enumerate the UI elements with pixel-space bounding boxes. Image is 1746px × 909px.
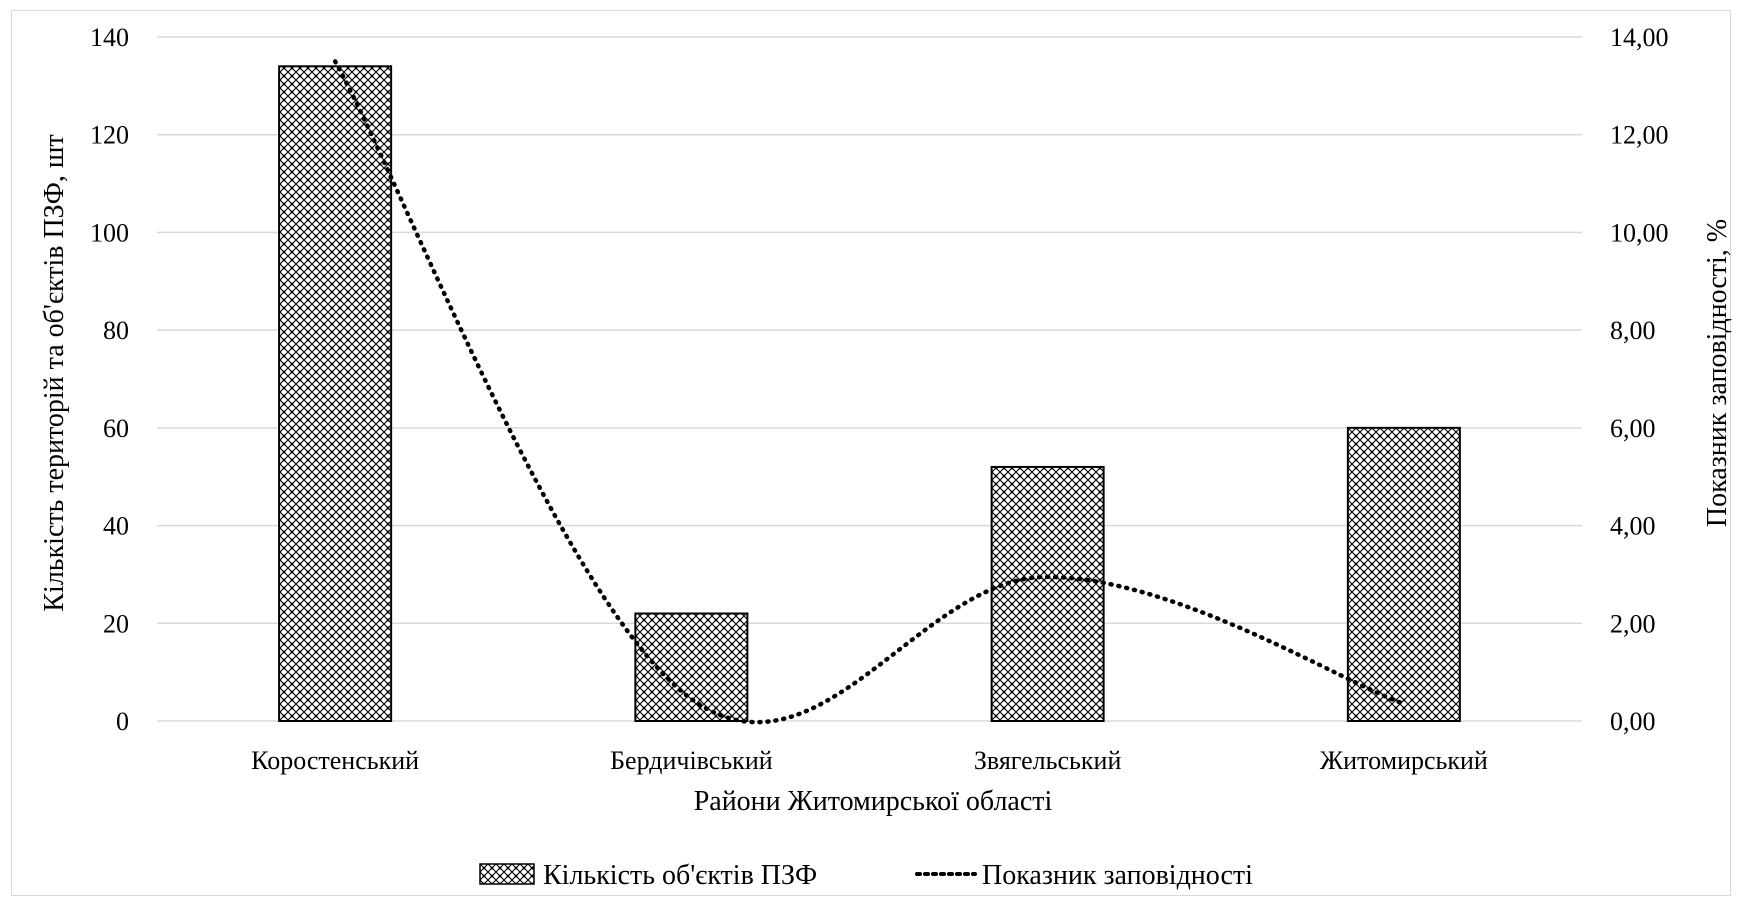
y-tick-label: 20 (103, 609, 129, 638)
y2-tick-label: 12,00 (1610, 121, 1669, 150)
y-tick-label: 120 (90, 121, 129, 150)
legend-bar-label: Кількість об'єктів ПЗФ (543, 860, 817, 891)
y2-tick-label: 6,00 (1610, 414, 1656, 443)
y2-tick-label: 8,00 (1610, 316, 1656, 345)
legend-line-label: Показник заповідності (982, 860, 1253, 891)
y-tick-label: 80 (103, 316, 129, 345)
x-tick-label: Житомирський (1320, 746, 1488, 775)
x-tick-label: Коростенський (251, 746, 419, 775)
y-tick-label: 140 (90, 23, 129, 52)
legend-bar-swatch (480, 864, 534, 884)
y-tick-label: 100 (90, 218, 129, 247)
bar (635, 614, 747, 721)
y2-tick-label: 10,00 (1610, 218, 1669, 247)
legend: Кількість об'єктів ПЗФ Показник заповідн… (480, 860, 1253, 891)
y-tick-label: 0 (116, 707, 129, 736)
y-tick-label: 60 (103, 414, 129, 443)
y2-tick-label: 14,00 (1610, 23, 1669, 52)
bar (992, 467, 1104, 721)
y2-tick-label: 2,00 (1610, 609, 1656, 638)
y2-axis-title: Показник заповідності, % (1702, 219, 1733, 527)
y2-tick-label: 0,00 (1610, 707, 1656, 736)
bar (1348, 428, 1460, 721)
y-axis-title: Кількість територій та об'єктів ПЗФ, шт (39, 134, 70, 611)
y-tick-label: 40 (103, 512, 129, 541)
y2-tick-label: 4,00 (1610, 512, 1656, 541)
x-tick-label: Звягельський (974, 746, 1122, 775)
x-tick-label: Бердичівський (610, 746, 773, 775)
x-axis-title: Райони Житомирської області (694, 786, 1053, 817)
bar (279, 66, 391, 721)
